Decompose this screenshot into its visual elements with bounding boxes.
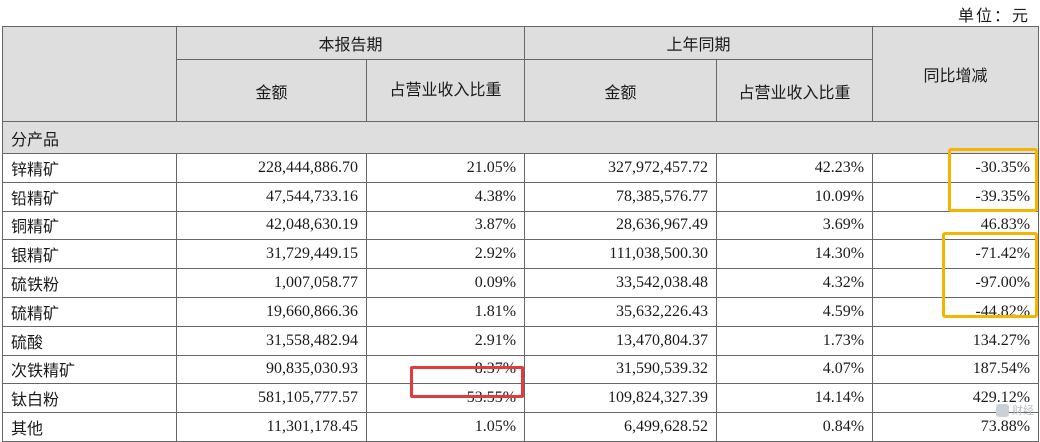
header-blank-cell — [2, 26, 177, 122]
cell-prior-amount: 28,636,967.49 — [524, 210, 718, 241]
header-prior-amount: 金额 — [524, 59, 718, 122]
cell-product: 硫酸 — [2, 325, 177, 356]
cell-current-amount: 42,048,630.19 — [176, 210, 367, 241]
header-yoy-change: 同比增减 — [872, 26, 1040, 122]
table-row: 铅精矿 47,544,733.16 4.38% 78,385,576.77 10.09%… — [2, 181, 1040, 212]
cell-current-amount: 90,835,030.93 — [176, 354, 367, 385]
cell-prior-amount: 327,972,457.72 — [524, 153, 718, 183]
table-row: 次铁精矿 90,835,030.93 8.37% 31,590,539.32 4.07%… — [2, 354, 1040, 385]
cell-product: 铜精矿 — [2, 210, 177, 241]
cell-prior-amount: 111,038,500.30 — [524, 239, 718, 270]
table-row: 钛白粉 581,105,777.57 53.55% 109,824,327.39 14.… — [2, 383, 1040, 414]
cell-yoy-change: -30.35% — [872, 153, 1040, 183]
cell-prior-share: 4.32% — [716, 268, 874, 298]
cell-prior-share: 14.14% — [716, 383, 874, 414]
cell-current-amount: 581,105,777.57 — [176, 383, 367, 414]
table-row: 硫铁粉 1,007,058.77 0.09% 33,542,038.48 4.32% -9… — [2, 268, 1040, 298]
cell-yoy-change: 187.54% — [872, 354, 1040, 385]
table-row: 铜精矿 42,048,630.19 3.87% 28,636,967.49 3.69% 4… — [2, 210, 1040, 241]
cell-yoy-change: 134.27% — [872, 325, 1040, 356]
cell-current-share: 1.81% — [365, 296, 526, 327]
header-row-1: 本报告期 上年同期 同比增减 — [2, 26, 1040, 122]
cell-current-amount: 1,007,058.77 — [176, 268, 367, 298]
cell-prior-share: 10.09% — [716, 181, 874, 212]
cell-prior-amount: 35,632,226.43 — [524, 296, 718, 327]
cell-yoy-change: -71.42% — [872, 239, 1040, 270]
cell-product: 次铁精矿 — [2, 354, 177, 385]
cell-current-share: 21.05% — [365, 153, 526, 183]
cell-current-share: 2.92% — [365, 239, 526, 270]
cell-prior-share: 3.69% — [716, 210, 874, 241]
data-rows: 锌精矿 228,444,886.70 21.05% 327,972,457.72 42.… — [2, 153, 1040, 442]
cell-yoy-change: -97.00% — [872, 268, 1040, 298]
cell-prior-share: 1.73% — [716, 325, 874, 356]
header-prior-share: 占营业收入比重 — [716, 59, 874, 122]
cell-yoy-change: 46.83% — [872, 210, 1040, 241]
cell-yoy-change: -39.35% — [872, 181, 1040, 212]
cell-prior-share: 0.84% — [716, 412, 874, 442]
header-current-period: 本报告期 — [175, 26, 526, 60]
header-current-share: 占营业收入比重 — [365, 59, 526, 122]
cell-prior-share: 4.07% — [716, 354, 874, 385]
header-current-amount: 金额 — [176, 59, 367, 122]
cell-current-amount: 31,729,449.15 — [176, 239, 367, 270]
header-prior-period: 上年同期 — [524, 26, 874, 60]
group-row: 分产品 — [1, 121, 1040, 154]
cell-prior-share: 4.59% — [716, 296, 874, 327]
cell-current-share: 8.37% — [365, 354, 526, 385]
cell-prior-amount: 33,542,038.48 — [524, 268, 718, 298]
cell-current-share: 1.05% — [365, 412, 526, 442]
cell-current-share: 53.55% — [365, 383, 526, 414]
cell-product: 硫精矿 — [2, 296, 177, 327]
cell-current-share: 4.38% — [365, 181, 526, 212]
cell-current-share: 0.09% — [365, 268, 526, 298]
cell-current-amount: 11,301,178.45 — [176, 412, 367, 442]
table-row: 锌精矿 228,444,886.70 21.05% 327,972,457.72 42.… — [2, 153, 1040, 183]
cell-current-amount: 19,660,866.36 — [176, 296, 367, 327]
cell-current-share: 2.91% — [365, 325, 526, 356]
cell-product: 银精矿 — [2, 239, 177, 270]
watermark: 财经 — [996, 402, 1034, 418]
cell-product: 硫铁粉 — [2, 268, 177, 298]
watermark-logo-icon — [996, 403, 1009, 417]
cell-prior-amount: 13,470,804.37 — [524, 325, 718, 356]
cell-prior-amount: 78,385,576.77 — [524, 181, 718, 212]
cell-prior-amount: 109,824,327.39 — [524, 383, 718, 414]
cell-prior-amount: 6,499,628.52 — [524, 412, 718, 442]
cell-yoy-change: 429.12% — [872, 383, 1040, 414]
cell-prior-amount: 31,590,539.32 — [524, 354, 718, 385]
header-row-2: 金额 占营业收入比重 金额 占营业收入比重 — [3, 59, 1039, 122]
cell-prior-share: 42.23% — [716, 153, 874, 183]
table-row: 银精矿 31,729,449.15 2.92% 111,038,500.30 14.30… — [2, 239, 1040, 270]
cell-current-amount: 31,558,482.94 — [176, 325, 367, 356]
table-row: 硫酸 31,558,482.94 2.91% 13,470,804.37 1.73% 13… — [2, 325, 1040, 356]
table-row: 其他 11,301,178.45 1.05% 6,499,628.52 0.84% 73.… — [2, 412, 1040, 442]
cell-product: 其他 — [2, 412, 177, 442]
cell-current-amount: 47,544,733.16 — [176, 181, 367, 212]
cell-yoy-change: -44.82% — [872, 296, 1040, 327]
cell-current-amount: 228,444,886.70 — [176, 153, 367, 183]
group-label: 分产品 — [1, 121, 1040, 154]
cell-product: 锌精矿 — [2, 153, 177, 183]
cell-prior-share: 14.30% — [716, 239, 874, 270]
watermark-text: 财经 — [1012, 404, 1034, 417]
table-row: 硫精矿 19,660,866.36 1.81% 35,632,226.43 4.59% -… — [2, 296, 1040, 327]
cell-product: 铅精矿 — [2, 181, 177, 212]
cell-current-share: 3.87% — [365, 210, 526, 241]
revenue-by-product-table: 本报告期 上年同期 同比增减 金额 占营业收入比重 金额 占营业收入比重 分产品… — [1, 26, 1040, 442]
cell-product: 钛白粉 — [2, 383, 177, 414]
unit-label: 单位：元 — [957, 8, 1030, 25]
